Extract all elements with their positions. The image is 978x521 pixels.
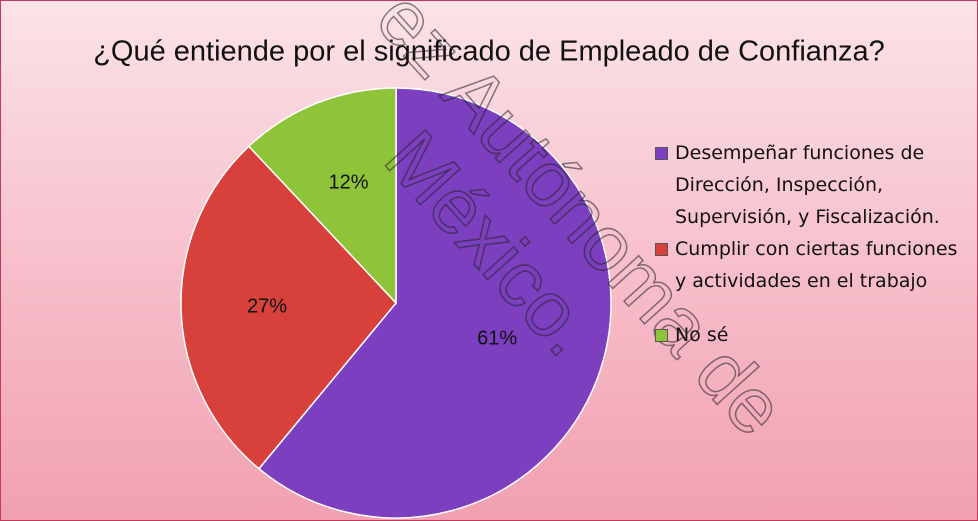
legend-swatch	[655, 243, 668, 256]
data-label: 27%	[247, 295, 287, 317]
data-label: 12%	[328, 171, 368, 193]
legend-item: Cumplir con ciertas funciones y activida…	[653, 233, 971, 297]
legend-item: Desempeñar funciones de Dirección, Inspe…	[653, 137, 971, 233]
data-label: 61%	[477, 328, 517, 350]
pie-slice	[247, 87, 397, 305]
legend-swatch	[655, 147, 668, 160]
pie-slice	[257, 87, 612, 519]
legend-item: No sé	[653, 319, 971, 351]
legend: Desempeñar funciones de Dirección, Inspe…	[653, 137, 971, 351]
legend-label: Desempeñar funciones de Dirección, Inspe…	[675, 142, 940, 228]
legend-label: No sé	[675, 324, 729, 346]
chart-title: ¿Qué entiende por el significado de Empl…	[93, 36, 885, 68]
legend-swatch	[655, 329, 668, 342]
legend-label: Cumplir con ciertas funciones y activida…	[675, 238, 958, 292]
pie-slice	[180, 145, 397, 470]
